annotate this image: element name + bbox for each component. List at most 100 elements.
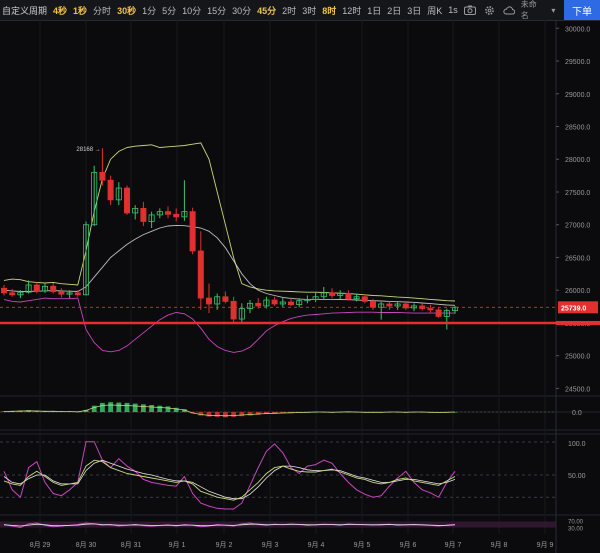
candle bbox=[320, 286, 327, 300]
candle bbox=[33, 282, 40, 294]
candle bbox=[443, 308, 450, 330]
candle-body bbox=[263, 299, 270, 307]
candle-body bbox=[361, 296, 368, 302]
current-price-box bbox=[558, 301, 598, 314]
candle bbox=[238, 303, 245, 323]
cloud-icon[interactable] bbox=[502, 3, 516, 17]
candle bbox=[378, 302, 385, 320]
timeframe-0[interactable]: 4秒 bbox=[53, 5, 68, 16]
candle-body bbox=[353, 296, 360, 300]
rsi-main-line bbox=[3, 459, 456, 501]
stoch-tick-70: 70.00 bbox=[568, 520, 584, 526]
timeframe-1[interactable]: 1秒 bbox=[73, 5, 88, 16]
custom-period-button[interactable]: 自定义周期 bbox=[2, 5, 48, 16]
candle bbox=[58, 288, 65, 298]
macd-bar bbox=[255, 412, 261, 415]
macd-bar bbox=[239, 412, 245, 417]
macd-bar bbox=[1, 411, 7, 412]
candle bbox=[337, 290, 344, 300]
rsi-tick-100: 100.0 bbox=[568, 441, 586, 448]
layout-name[interactable]: 未命名 bbox=[520, 0, 537, 20]
price-tick-label: 28500.0 bbox=[565, 125, 590, 132]
macd-tick-label: 0.0 bbox=[572, 410, 582, 417]
timeframe-15[interactable]: 2日 bbox=[387, 5, 402, 16]
time-tick-label: 9月 7 bbox=[445, 541, 462, 549]
candle-body bbox=[17, 291, 24, 296]
price-tick-label: 27000.0 bbox=[565, 223, 590, 230]
candle bbox=[205, 283, 212, 314]
macd-bar bbox=[132, 403, 138, 412]
camera-icon[interactable] bbox=[464, 3, 477, 17]
candle bbox=[222, 291, 229, 304]
macd-bar bbox=[173, 407, 179, 412]
stoch-tick-30: 30.00 bbox=[568, 527, 584, 533]
timeframe-7[interactable]: 15分 bbox=[207, 5, 227, 16]
candle-body bbox=[42, 285, 49, 292]
candle bbox=[197, 231, 204, 310]
timeframe-6[interactable]: 10分 bbox=[182, 5, 202, 16]
candle-body bbox=[50, 285, 57, 292]
macd-bar bbox=[141, 404, 146, 412]
chart-area[interactable]: 28168 → 30000.0 29500.0 29000.0 28500.0 2800… bbox=[0, 20, 600, 553]
candle-body bbox=[205, 297, 212, 305]
candle-body bbox=[230, 300, 237, 320]
current-price-badge: 25739.0 bbox=[558, 301, 598, 314]
macd-bar bbox=[157, 405, 163, 412]
timeframe-3[interactable]: 30秒 bbox=[117, 5, 137, 16]
candle bbox=[99, 148, 106, 186]
candle-body bbox=[337, 293, 344, 296]
candle-body bbox=[214, 296, 221, 305]
bb-lower-line bbox=[3, 297, 455, 353]
candle-body bbox=[189, 211, 196, 252]
timeframe-4[interactable]: 1分 bbox=[142, 5, 157, 16]
candle-body bbox=[0, 287, 7, 294]
candle-body bbox=[74, 292, 81, 296]
candle bbox=[263, 296, 270, 309]
candle bbox=[74, 290, 81, 297]
macd-line bbox=[3, 404, 456, 417]
chevron-down-icon[interactable]: ▾ bbox=[551, 5, 556, 15]
order-button[interactable]: 下单 bbox=[564, 0, 600, 20]
time-tick-label: 9月 3 bbox=[262, 541, 279, 549]
macd-bar bbox=[214, 412, 220, 417]
candle bbox=[173, 208, 180, 222]
candle bbox=[304, 295, 311, 304]
timeframe-16[interactable]: 3日 bbox=[407, 5, 422, 16]
timeframe-13[interactable]: 12时 bbox=[342, 5, 362, 16]
candle-body bbox=[66, 292, 73, 295]
timeframe-9[interactable]: 45分 bbox=[257, 5, 277, 16]
candle bbox=[83, 221, 90, 296]
candle-body bbox=[238, 308, 245, 320]
candle bbox=[140, 201, 147, 227]
timeframe-17[interactable]: 周K bbox=[427, 5, 443, 16]
rsi-slow-line bbox=[3, 459, 456, 500]
timeframe-8[interactable]: 30分 bbox=[232, 5, 252, 16]
candle bbox=[394, 302, 401, 310]
timeframe-5[interactable]: 5分 bbox=[162, 5, 177, 16]
candle bbox=[66, 290, 73, 299]
support-axis-marker bbox=[556, 320, 600, 325]
candle bbox=[156, 208, 163, 219]
candle bbox=[9, 288, 16, 297]
macd-bar bbox=[223, 412, 228, 418]
timeframe-2[interactable]: 分时 bbox=[93, 5, 112, 16]
gear-icon[interactable] bbox=[483, 3, 496, 17]
time-tick-label: 9月 1 bbox=[169, 541, 186, 549]
candle bbox=[345, 290, 352, 301]
candle-body bbox=[246, 302, 253, 309]
time-tick-label: 9月 6 bbox=[400, 541, 417, 549]
timeframe-14[interactable]: 1日 bbox=[367, 5, 382, 16]
candle-body bbox=[132, 207, 139, 214]
timeframe-12[interactable]: 8时 bbox=[322, 5, 337, 16]
candle-body bbox=[451, 306, 458, 311]
macd-bar bbox=[124, 402, 130, 412]
timeframe-10[interactable]: 2时 bbox=[282, 5, 297, 16]
interval-1s-button[interactable]: 1s bbox=[448, 5, 458, 15]
time-tick-label: 8月 30 bbox=[76, 541, 97, 549]
candle bbox=[181, 180, 188, 221]
timeframe-11[interactable]: 3时 bbox=[302, 5, 317, 16]
time-tick-label: 8月 31 bbox=[121, 541, 142, 549]
candle-body bbox=[222, 296, 229, 302]
macd-bar bbox=[83, 409, 89, 412]
chart-grid bbox=[0, 20, 600, 553]
